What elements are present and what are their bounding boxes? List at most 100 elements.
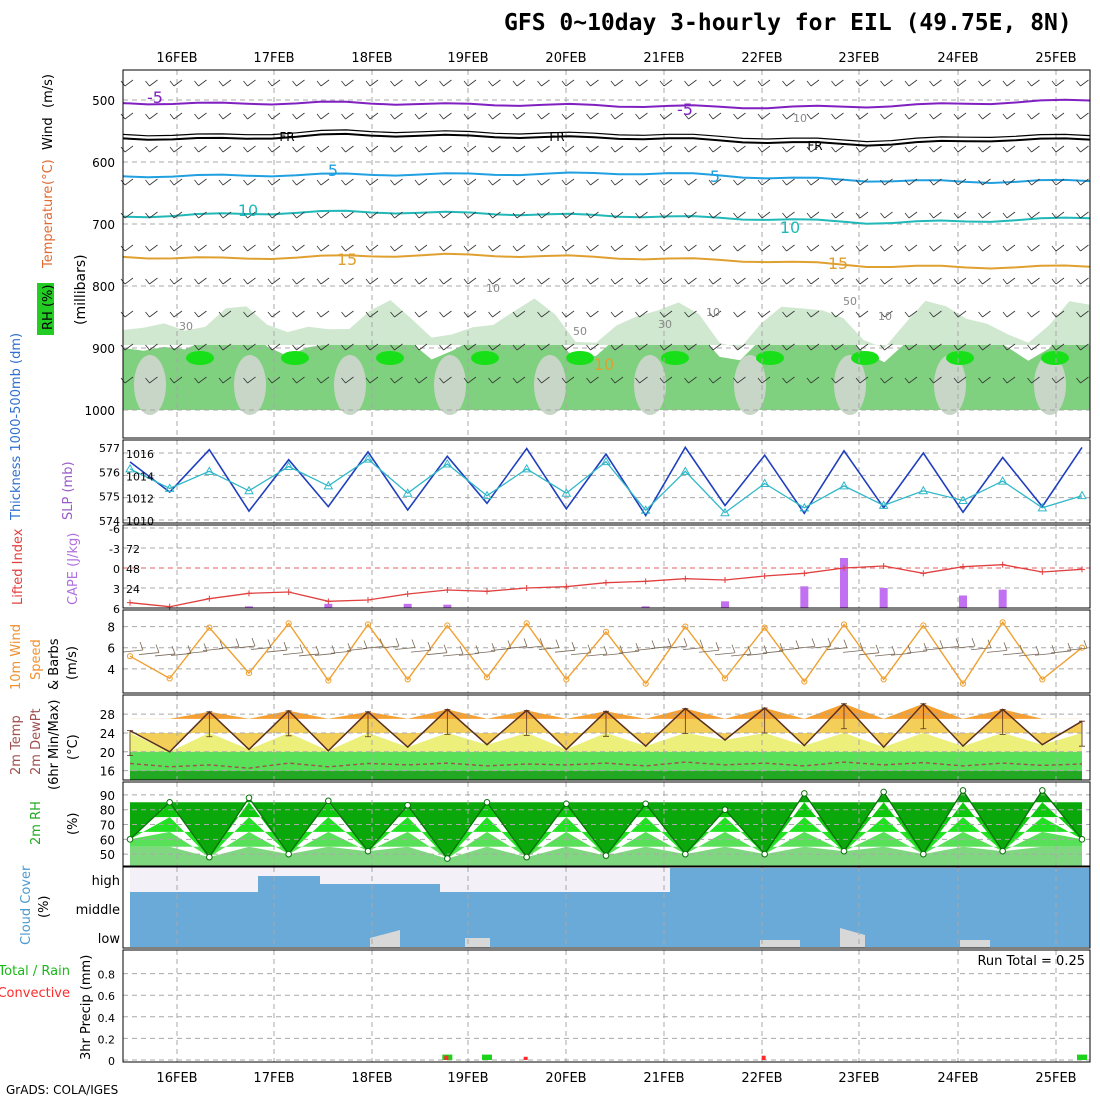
surface-wind-barb bbox=[1066, 640, 1088, 651]
pressure-tick-label: 1000 bbox=[84, 404, 115, 418]
panel-fills bbox=[37, 283, 1090, 948]
upper-wind-barb bbox=[341, 211, 354, 219]
upper-wind-barb bbox=[1051, 310, 1065, 318]
thickness-marker bbox=[1077, 490, 1087, 500]
rh-unit-label: (%) bbox=[66, 813, 81, 836]
lifted-tick-label: -3 bbox=[109, 543, 120, 556]
cape-bar bbox=[959, 595, 967, 608]
upper-wind-barb bbox=[659, 244, 673, 252]
upper-wind-barb bbox=[267, 310, 281, 318]
upper-wind-barb bbox=[1027, 178, 1040, 186]
upper-wind-barb bbox=[218, 145, 232, 153]
upper-wind-barb bbox=[1051, 178, 1065, 186]
thickness-marker bbox=[125, 463, 135, 473]
contour-label: 10 bbox=[793, 112, 807, 125]
upper-wind-barb bbox=[218, 343, 232, 351]
rh-marker bbox=[721, 806, 729, 814]
upper-wind-barb bbox=[782, 343, 795, 351]
upper-wind-barb bbox=[145, 145, 158, 153]
surface-wind-barb bbox=[458, 645, 480, 656]
cloud-axis-title: Cloud Cover bbox=[19, 865, 34, 945]
upper-wind-barb bbox=[610, 244, 624, 252]
upper-wind-barb bbox=[831, 277, 844, 285]
surface-wind-barb bbox=[538, 639, 560, 650]
upper-wind-barb bbox=[365, 376, 379, 384]
surface-wind-barb bbox=[410, 641, 432, 653]
cloud-unit-label: (%) bbox=[37, 896, 52, 919]
upper-wind-barb bbox=[145, 376, 158, 384]
lifted-index-marker bbox=[206, 595, 213, 602]
lifted-index-marker bbox=[246, 590, 252, 597]
legend-convective: Convective bbox=[0, 986, 70, 1001]
pressure-tick-label: 600 bbox=[92, 156, 115, 170]
upper-wind-barb bbox=[365, 112, 379, 120]
wind-speed-marker bbox=[602, 628, 610, 635]
upper-wind-barb bbox=[831, 211, 844, 219]
contour-label: -5 bbox=[147, 88, 163, 107]
upper-wind-barb bbox=[757, 112, 771, 120]
upper-wind-barb bbox=[414, 178, 428, 186]
upper-wind-barb bbox=[1002, 79, 1016, 87]
upper-wind-barb bbox=[243, 145, 256, 153]
upper-wind-barb bbox=[904, 277, 918, 285]
slp-axis-label: SLP (mb) bbox=[61, 461, 76, 520]
pressure-axis-label: (millibars) bbox=[73, 254, 89, 325]
upper-wind-barb bbox=[855, 79, 869, 87]
upper-wind-barb bbox=[586, 211, 599, 219]
upper-wind-barb bbox=[512, 178, 526, 186]
upper-wind-barb bbox=[708, 244, 722, 252]
pressure-tick-label: 500 bbox=[92, 94, 115, 108]
surface-wind-barb bbox=[378, 637, 400, 649]
wind-tick-label: 6 bbox=[107, 642, 115, 656]
upper-wind-barb bbox=[855, 277, 869, 285]
dry-column bbox=[634, 355, 666, 415]
rh-marker bbox=[1078, 836, 1086, 843]
upper-wind-barb bbox=[488, 244, 501, 252]
bottom-date-label: 23FEB bbox=[838, 1071, 879, 1086]
upper-wind-barb bbox=[316, 178, 330, 186]
upper-wind-barb bbox=[537, 343, 550, 351]
upper-wind-barb bbox=[586, 112, 599, 120]
upper-wind-barb bbox=[635, 310, 648, 318]
slp-tick-label: 1010 bbox=[126, 515, 154, 528]
rh-tick-label: 70 bbox=[100, 819, 115, 833]
upper-wind-barb bbox=[316, 145, 330, 153]
upper-wind-barb bbox=[390, 112, 403, 120]
upper-wind-barb bbox=[439, 211, 452, 219]
upper-wind-barb bbox=[463, 178, 477, 186]
rh-marker bbox=[642, 800, 649, 808]
upper-wind-barb bbox=[341, 376, 354, 384]
upper-wind-barb bbox=[341, 112, 354, 120]
upper-wind-barb bbox=[145, 244, 158, 252]
upper-wind-barb bbox=[218, 112, 232, 120]
thickness-line bbox=[129, 458, 1083, 514]
upper-wind-barb bbox=[414, 211, 428, 219]
upper-wind-barb bbox=[708, 112, 722, 120]
thickness-marker bbox=[244, 485, 254, 495]
upper-wind-barb bbox=[708, 145, 722, 153]
upper-wind-barb bbox=[145, 178, 158, 186]
cape-bar bbox=[998, 589, 1007, 608]
rh-marker bbox=[126, 836, 134, 843]
surface-wind-barb bbox=[554, 642, 576, 653]
upper-wind-barb bbox=[610, 211, 624, 219]
upper-wind-barb bbox=[831, 343, 844, 351]
upper-wind-barb bbox=[1051, 376, 1065, 384]
dewpoint-line bbox=[129, 761, 1083, 769]
surface-wind-barb bbox=[522, 637, 544, 649]
rh-tick-label: 90 bbox=[100, 789, 115, 803]
upper-wind-barb bbox=[880, 343, 893, 351]
upper-wind-barb bbox=[586, 376, 599, 384]
upper-wind-barb bbox=[757, 79, 771, 87]
upper-wind-barb bbox=[659, 376, 673, 384]
upper-wind-barb bbox=[684, 112, 697, 120]
upper-wind-barb bbox=[1027, 112, 1040, 120]
upper-wind-barb bbox=[463, 145, 477, 153]
thickness-tick-label: 576 bbox=[99, 466, 120, 479]
precip-convective-bar bbox=[761, 1055, 766, 1060]
upper-wind-barb bbox=[169, 244, 183, 252]
surface-wind-barb bbox=[490, 640, 512, 651]
upper-wind-barb bbox=[978, 112, 991, 120]
rh-marker bbox=[245, 794, 253, 802]
upper-wind-barb bbox=[831, 145, 844, 153]
